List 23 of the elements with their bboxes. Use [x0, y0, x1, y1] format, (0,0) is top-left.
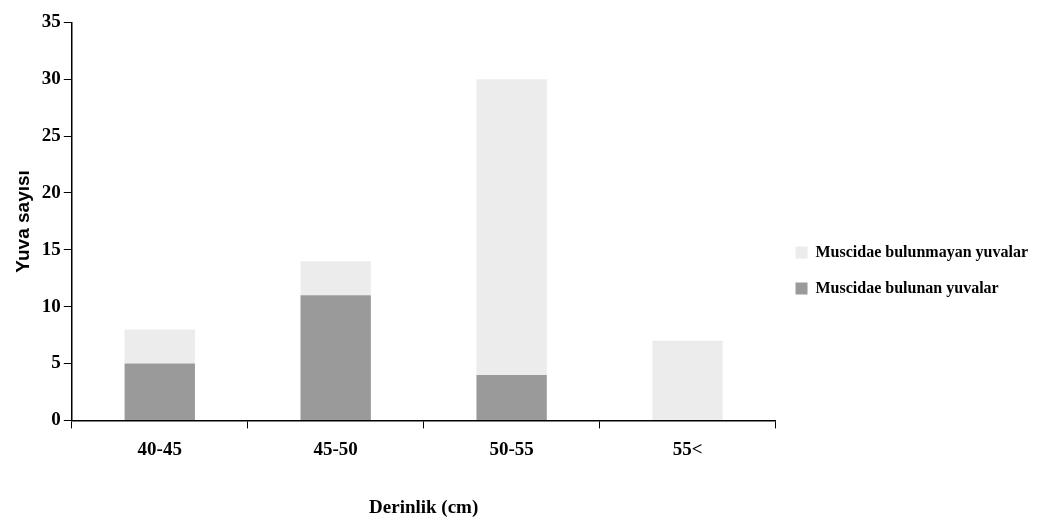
y-tick-label: 25	[41, 124, 61, 146]
x-tick-label: 45-50	[313, 437, 358, 459]
x-tick-label: 55<	[672, 437, 703, 459]
bar	[476, 79, 547, 375]
bar	[300, 295, 371, 420]
x-tick-label: 50-55	[489, 437, 534, 459]
y-tick-label: 0	[51, 408, 61, 430]
y-tick-label: 30	[41, 67, 61, 89]
bar	[300, 261, 371, 296]
y-tick-label: 10	[41, 294, 61, 316]
x-tick-label: 40-45	[137, 437, 182, 459]
legend-label: Muscidae bulunan yuvalar	[815, 278, 999, 297]
bar	[124, 329, 195, 364]
y-tick-label: 5	[51, 351, 61, 373]
y-tick-label: 20	[41, 180, 61, 202]
bar	[652, 340, 723, 420]
legend-label: Muscidae bulunmayan yuvalar	[815, 242, 1028, 261]
y-tick-label: 15	[41, 237, 61, 259]
y-axis-title: Yuva sayısı	[11, 170, 33, 273]
bar	[476, 374, 547, 420]
y-tick-label: 35	[41, 10, 61, 32]
x-axis-title: Derinlik (cm)	[369, 495, 479, 518]
bar	[124, 363, 195, 420]
